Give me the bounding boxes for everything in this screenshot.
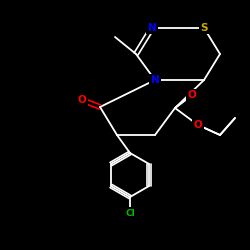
Text: N: N — [148, 23, 156, 33]
Text: O: O — [78, 95, 86, 105]
Text: O: O — [188, 90, 196, 100]
Text: S: S — [200, 23, 208, 33]
Text: N: N — [150, 75, 160, 85]
Text: Cl: Cl — [125, 208, 135, 218]
Text: O: O — [194, 120, 202, 130]
